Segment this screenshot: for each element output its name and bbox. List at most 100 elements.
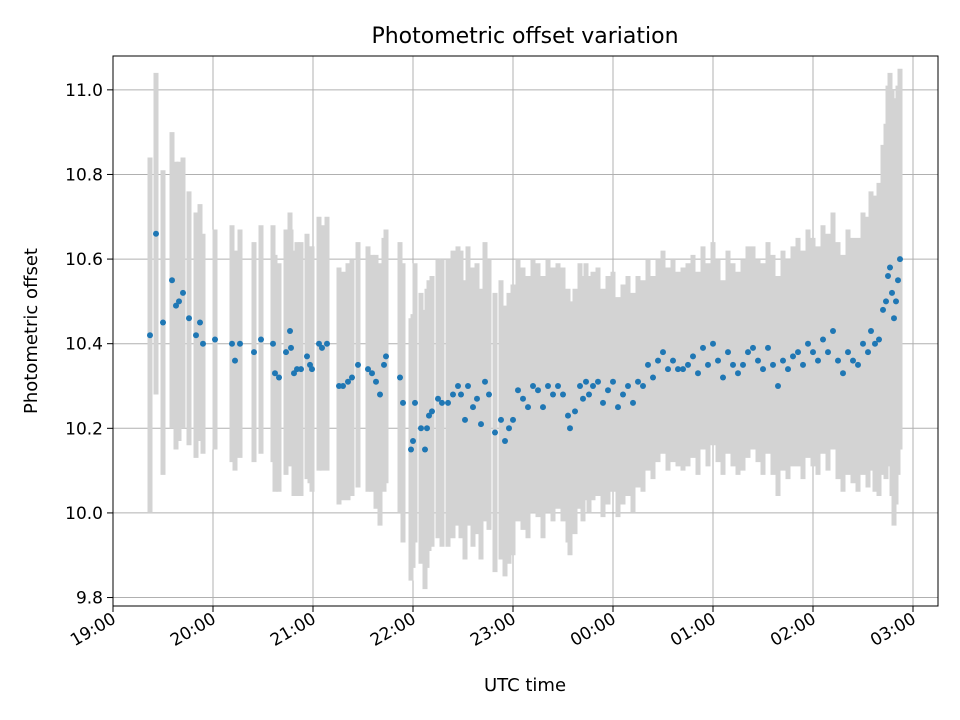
data-point — [349, 374, 355, 381]
data-point — [288, 344, 294, 351]
data-point — [272, 370, 278, 377]
data-point — [422, 446, 428, 453]
data-point — [720, 374, 726, 381]
data-point — [610, 378, 616, 385]
data-point — [410, 438, 416, 444]
data-point — [620, 391, 626, 398]
data-point — [895, 277, 901, 284]
data-point — [735, 370, 741, 377]
data-point — [705, 361, 711, 368]
data-point — [276, 374, 282, 381]
data-point — [283, 349, 289, 356]
data-point — [270, 340, 276, 347]
data-point — [186, 315, 192, 322]
y-tick-label: 10.4 — [65, 335, 103, 355]
data-point — [412, 399, 418, 406]
data-point — [755, 357, 761, 364]
data-point — [560, 391, 566, 398]
data-point — [377, 391, 383, 398]
data-point — [229, 340, 235, 347]
data-point — [740, 361, 746, 368]
data-point — [408, 446, 414, 453]
data-point — [600, 399, 606, 406]
data-point — [474, 395, 480, 402]
data-point — [173, 302, 179, 309]
data-point — [572, 408, 578, 415]
data-point — [820, 336, 826, 343]
data-point — [891, 315, 897, 322]
data-point — [482, 378, 488, 385]
data-point — [876, 336, 882, 343]
data-point — [147, 332, 153, 339]
data-point — [640, 383, 646, 389]
data-point — [893, 298, 899, 305]
data-point — [381, 361, 387, 368]
plot-frame — [112, 55, 939, 607]
data-point — [835, 357, 841, 364]
data-point — [825, 349, 831, 356]
data-point — [675, 366, 681, 373]
data-point — [506, 425, 512, 432]
data-point — [429, 408, 435, 415]
data-point — [885, 273, 891, 279]
data-point — [630, 399, 636, 406]
data-point — [567, 425, 573, 432]
data-point — [160, 319, 166, 326]
data-point — [455, 383, 461, 389]
data-point — [615, 404, 621, 411]
y-tick-label: 10.2 — [65, 419, 103, 439]
data-point — [458, 391, 464, 398]
y-tick-label: 9.8 — [76, 589, 103, 609]
data-point — [316, 340, 322, 347]
data-point — [424, 425, 430, 432]
data-point — [670, 357, 676, 364]
data-points — [147, 230, 903, 453]
data-point — [465, 383, 471, 389]
data-point — [550, 391, 556, 398]
data-point — [710, 340, 716, 347]
data-point — [785, 366, 791, 373]
data-point — [258, 336, 264, 343]
data-point — [590, 383, 596, 389]
data-point — [478, 421, 484, 428]
data-point — [450, 391, 456, 398]
data-point — [515, 387, 521, 394]
data-point — [635, 378, 641, 385]
data-point — [760, 366, 766, 373]
data-point — [176, 298, 182, 305]
data-point — [605, 387, 611, 394]
data-point — [840, 370, 846, 377]
data-point — [745, 349, 751, 356]
data-point — [319, 344, 325, 351]
data-point — [439, 399, 445, 406]
data-point — [309, 366, 315, 373]
data-point — [540, 404, 546, 411]
y-tick-label: 11.0 — [65, 81, 103, 101]
data-point — [805, 340, 811, 347]
y-axis-ticks: 9.8 10.0 10.2 10.4 10.6 10.8 11.0 — [65, 81, 113, 609]
data-point — [655, 357, 661, 364]
data-point — [498, 416, 504, 423]
data-point — [324, 340, 330, 347]
data-point — [700, 344, 706, 351]
data-point — [340, 383, 346, 389]
data-point — [790, 353, 796, 360]
data-point — [291, 370, 297, 377]
data-point — [730, 361, 736, 368]
data-point — [232, 357, 238, 364]
y-tick-label: 10.0 — [65, 504, 103, 524]
data-point — [383, 353, 389, 360]
data-point — [695, 370, 701, 377]
data-point — [685, 361, 691, 368]
data-point — [775, 383, 781, 389]
data-point — [418, 425, 424, 432]
data-point — [535, 387, 541, 394]
data-point — [200, 340, 206, 347]
data-point — [855, 361, 861, 368]
data-point — [595, 378, 601, 385]
x-axis-label: UTC time — [484, 675, 566, 696]
data-point — [373, 378, 379, 385]
data-point — [583, 378, 589, 385]
data-point — [345, 378, 351, 385]
